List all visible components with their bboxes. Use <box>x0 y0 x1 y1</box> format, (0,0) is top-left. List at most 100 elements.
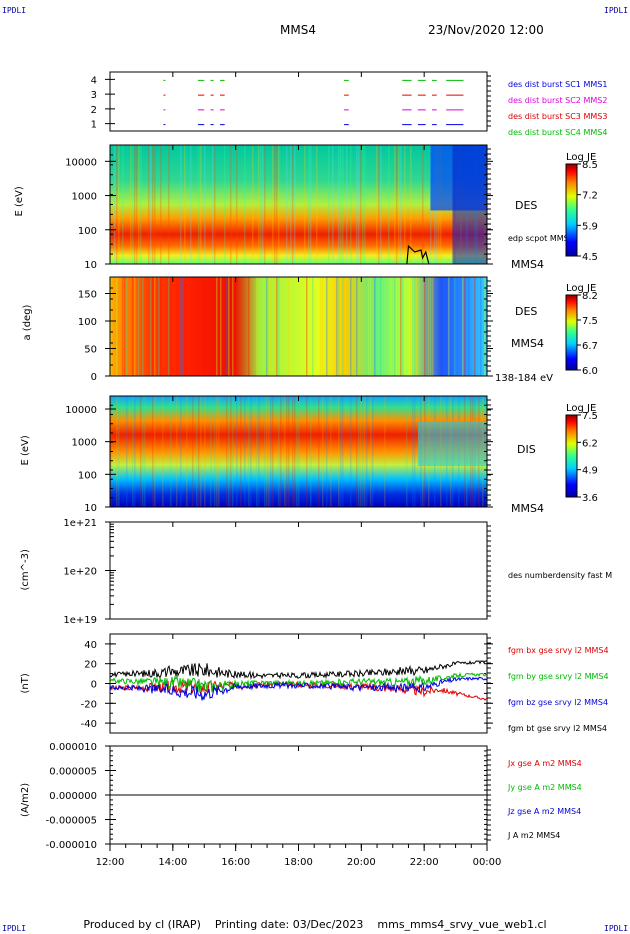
des-pitch-panel-texture <box>132 277 134 376</box>
dis-energy-panel-texture <box>306 396 308 507</box>
dis-energy-panel-texture <box>340 396 342 507</box>
des-energy-panel-colorbar-title: Log JE <box>566 152 596 163</box>
footer-produced-by: Produced by cl (IRAP) <box>83 918 201 931</box>
bfield-panel-series-3 <box>109 659 488 680</box>
dis-energy-panel-texture <box>170 396 172 507</box>
dis-energy-panel-colorbar-title: Log JE <box>566 403 596 414</box>
des-energy-panel-texture <box>276 145 278 264</box>
des-energy-panel-texture <box>376 145 378 264</box>
des-energy-panel-texture <box>364 145 366 264</box>
des-pitch-panel-texture <box>184 277 186 376</box>
des-pitch-panel-tick-label: 150 <box>78 290 97 301</box>
corner-label-bottom-right: IPDLI <box>604 924 629 933</box>
des-pitch-panel-colorbar-label: 6.7 <box>582 341 598 352</box>
bfield-panel-tick-label: -40 <box>81 719 97 730</box>
des-pitch-panel-texture <box>454 277 456 376</box>
density-panel-ylabel: (cm^-3) <box>20 549 31 590</box>
des-pitch-panel-colorbar-label: 6.0 <box>582 366 598 377</box>
dis-energy-panel-texture <box>144 396 146 507</box>
dis-energy-panel-colorbar-label: 3.6 <box>582 493 598 504</box>
des-energy-panel-texture <box>264 145 266 264</box>
des-pitch-panel-texture <box>274 277 276 376</box>
dis-energy-panel-texture <box>360 396 362 507</box>
des-energy-panel-ylabel: E (eV) <box>14 186 25 216</box>
dis-energy-panel-texture <box>218 396 220 507</box>
des-energy-panel-texture <box>380 145 382 264</box>
des-pitch-panel-texture <box>158 277 160 376</box>
des-energy-panel-texture <box>212 145 214 264</box>
dis-energy-panel-texture <box>322 396 324 507</box>
des-energy-panel-texture <box>224 145 226 264</box>
des-pitch-panel-texture <box>138 277 140 376</box>
current-panel-tick-label: -0.000010 <box>46 840 97 851</box>
des-pitch-panel-colorbar-title: Log JE <box>566 283 596 294</box>
des-energy-panel-spectrogram <box>110 145 487 264</box>
des-energy-panel-texture <box>360 145 362 264</box>
des-energy-panel-scpot-trace <box>406 244 430 265</box>
des-pitch-panel-side-label: MMS4 <box>511 337 544 350</box>
des-pitch-panel-texture <box>124 277 126 376</box>
dis-energy-panel-texture <box>296 396 298 507</box>
des-pitch-panel-texture <box>326 277 328 376</box>
des-pitch-panel-texture <box>298 277 300 376</box>
dis-energy-panel-colorbar-label: 6.2 <box>582 438 598 449</box>
dis-energy-panel-texture <box>216 396 218 507</box>
des-energy-panel-overlay-label: edp scpot MMS4 <box>508 234 574 243</box>
des-energy-panel-texture <box>134 145 136 264</box>
des-pitch-panel-texture <box>278 277 280 376</box>
dis-energy-panel-texture <box>406 396 408 507</box>
des-energy-panel-texture <box>204 145 206 264</box>
des-pitch-panel-texture <box>424 277 426 376</box>
dis-energy-panel-side-label: MMS4 <box>511 502 544 515</box>
current-panel-ylabel: (A/m2) <box>20 783 31 817</box>
dis-energy-panel-texture <box>362 396 364 507</box>
dis-energy-panel-texture <box>244 396 246 507</box>
des-pitch-panel-texture <box>288 277 290 376</box>
des-pitch-panel-texture <box>480 277 482 376</box>
des-pitch-panel-texture <box>154 277 156 376</box>
des-energy-panel-texture <box>184 145 186 264</box>
dis-energy-panel-texture <box>230 396 232 507</box>
des-pitch-panel-texture <box>134 277 136 376</box>
spacecraft-title: MMS4 <box>280 23 316 37</box>
dis-energy-panel-texture <box>232 396 234 507</box>
dis-energy-panel-texture <box>370 396 372 507</box>
des-pitch-panel-texture <box>110 277 112 376</box>
des-energy-panel-texture <box>398 145 400 264</box>
des-pitch-panel-texture <box>160 277 162 376</box>
des-pitch-panel-texture <box>460 277 462 376</box>
des-pitch-panel-texture <box>276 277 278 376</box>
des-pitch-panel-texture <box>150 277 152 376</box>
current-legend-entry: Jz gse A m2 MMS4 <box>507 807 581 816</box>
des-energy-panel-texture <box>304 145 306 264</box>
dis-energy-panel-texture <box>250 396 252 507</box>
bfield-legend-entry: fgm bx gse srvy l2 MMS4 <box>508 646 609 655</box>
des-energy-panel-texture <box>154 145 156 264</box>
dis-energy-panel-texture <box>228 396 230 507</box>
des-pitch-panel-texture <box>256 277 258 376</box>
bfield-panel-tick-label: 20 <box>84 660 97 671</box>
des-pitch-panel-texture <box>152 277 154 376</box>
corner-label-top-right: IPDLI <box>604 6 629 15</box>
des-energy-panel-tick-label: 10 <box>84 260 97 271</box>
des-pitch-panel-texture <box>142 277 144 376</box>
dis-energy-panel-colorbar-label: 4.9 <box>582 466 598 477</box>
des-energy-panel-texture <box>290 145 292 264</box>
des-energy-panel-colorbar-label: 4.5 <box>582 252 598 263</box>
des-pitch-panel-texture <box>372 277 374 376</box>
des-energy-panel-texture <box>294 145 296 264</box>
des-pitch-panel-texture <box>442 277 444 376</box>
des-energy-panel-texture <box>198 145 200 264</box>
dis-energy-panel-texture <box>200 396 202 507</box>
dis-energy-panel-texture <box>298 396 300 507</box>
des-energy-panel-texture <box>114 145 116 264</box>
time-axis-tick-label: 20:00 <box>347 857 376 868</box>
des-pitch-panel-texture <box>414 277 416 376</box>
time-axis-tick-label: 22:00 <box>410 857 439 868</box>
des-energy-panel-texture <box>180 145 182 264</box>
bfield-legend-entry: fgm bt gse srvy l2 MMS4 <box>508 724 607 733</box>
des-pitch-panel-texture <box>342 277 344 376</box>
dis-energy-panel-texture <box>364 396 366 507</box>
des-energy-panel-texture <box>252 145 254 264</box>
des-pitch-panel-texture <box>428 277 430 376</box>
